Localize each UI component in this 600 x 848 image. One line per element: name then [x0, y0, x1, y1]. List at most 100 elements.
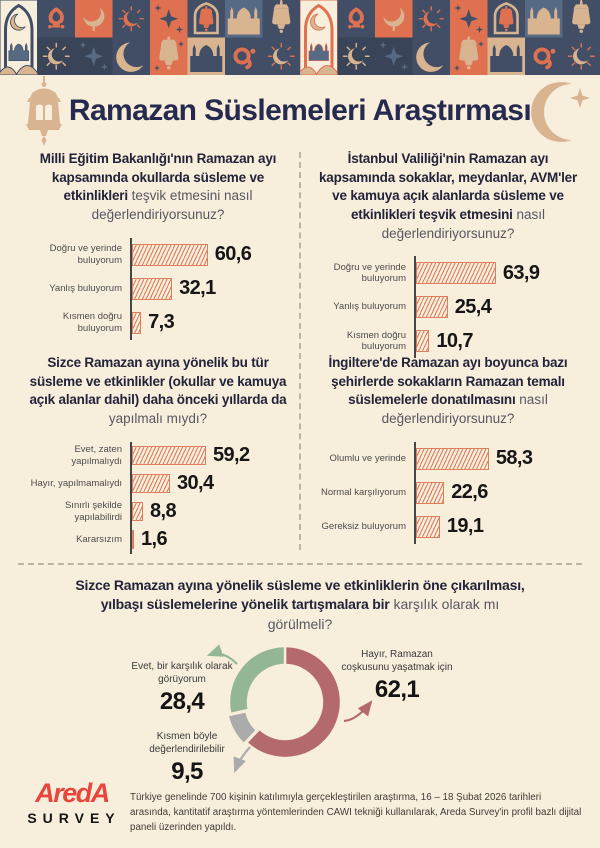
- question-bold: Sizce Ramazan ayına yönelik bu tür süsle…: [29, 355, 287, 408]
- bar-category-label: Hayır, yapılmamalıydı: [30, 477, 122, 489]
- bar-area: 60,6: [130, 237, 290, 272]
- bar-area: 1,6: [130, 525, 290, 554]
- bar-chart: Olumlu ve yerinde 58,3 Normal karşılıyorum…: [310, 441, 586, 544]
- donut-question: Sizce Ramazan ayına yönelik süsleme ve e…: [70, 576, 530, 634]
- question-regular: nasıl değerlendiriyorsunuz?: [381, 206, 546, 241]
- bar: [132, 311, 142, 334]
- bar-category-label: Gereksiz buluyorum: [321, 520, 406, 532]
- donut-label-no: Hayır, Ramazan coşkusunu yaşatmak için 6…: [338, 648, 456, 704]
- bar-area: 19,1: [414, 509, 586, 544]
- donut-chart: [195, 628, 395, 798]
- bar-value: 59,2: [213, 444, 250, 466]
- bar-chart: Doğru ve yerinde buluyorum 63,9 Yanlış bul…: [310, 256, 586, 359]
- bar-area: 63,9: [414, 256, 586, 291]
- bar-row: Olumlu ve yerinde 58,3: [310, 441, 586, 476]
- donut-label-yes: Evet, bir karşılık olarak görüyorum 28,4: [126, 660, 238, 716]
- bar-row: Sınırlı şekilde yapılabilirdi 8,8: [26, 497, 290, 526]
- bar-row: Yanlış buluyorum 32,1: [26, 271, 290, 306]
- question-regular: yapılmalı mıydı?: [108, 410, 208, 426]
- bar: [132, 277, 173, 300]
- bar-category-label: Yanlış buluyorum: [49, 282, 122, 294]
- donut-slice: [227, 644, 287, 716]
- question-bold: Milli Eğitim Bakanlığı'nın Ramazan ayı k…: [39, 151, 277, 204]
- bar: [416, 481, 445, 504]
- donut-arrow-icons: [206, 644, 373, 774]
- bar-value: 30,4: [177, 472, 214, 494]
- bar-chart: Evet, zaten yapılmalıydı 59,2 Hayır, yapıl…: [26, 441, 290, 554]
- bar: [416, 330, 430, 353]
- donut-slice-label: Evet, bir karşılık olarak görüyorum: [131, 661, 233, 685]
- bar-chart: Doğru ve yerinde buluyorum 60,6 Yanlış bul…: [26, 237, 290, 340]
- bar: [132, 446, 206, 465]
- bar-category-label: Olumlu ve yerinde: [329, 452, 406, 464]
- bar-row: Normal karşılıyorum 22,6: [310, 475, 586, 510]
- bar-value: 1,6: [141, 528, 168, 550]
- bar-row: Doğru ve yerinde buluyorum 60,6: [26, 237, 290, 272]
- chart-question: Milli Eğitim Bakanlığı'nın Ramazan ayı k…: [26, 150, 290, 225]
- chart-question: Sizce Ramazan ayına yönelik bu tür süsle…: [26, 354, 290, 429]
- bar-area: 59,2: [130, 441, 290, 470]
- bar-category-label: Kararsızım: [76, 533, 122, 545]
- bar-row: Yanlış buluyorum 25,4: [310, 290, 586, 325]
- bar-area: 22,6: [414, 475, 586, 510]
- bar-category-label: Evet, zaten yapılmalıydı: [71, 444, 122, 467]
- bar-value: 32,1: [179, 277, 216, 299]
- bar: [132, 502, 143, 521]
- areda-survey-logo: AredA SURVEY: [20, 778, 124, 827]
- bar: [132, 474, 170, 493]
- bar-category-label: Yanlış buluyorum: [333, 301, 406, 313]
- bar-category-label: Doğru ve yerinde buluyorum: [333, 261, 406, 285]
- bar-value: 19,1: [446, 515, 484, 537]
- horizontal-dashed-divider: [18, 563, 582, 565]
- vertical-dashed-divider: [299, 152, 301, 550]
- bar: [416, 262, 496, 285]
- question-regular: teşvik etmesini nasıl değerlendiriyorsun…: [91, 188, 253, 222]
- question-bold: İstanbul Valiliği'nin Ramazan ayı kapsam…: [318, 151, 578, 222]
- survey-chart-panel-1: Milli Eğitim Bakanlığı'nın Ramazan ayı k…: [26, 150, 290, 340]
- survey-chart-panel-3: Sizce Ramazan ayına yönelik bu tür süsle…: [26, 354, 290, 554]
- bar: [132, 530, 134, 549]
- bar-category-label: Kısmen doğru buluyorum: [346, 329, 406, 353]
- bar-area: 8,8: [130, 497, 290, 526]
- bar-row: Evet, zaten yapılmalıydı 59,2: [26, 441, 290, 470]
- bar-value: 60,6: [214, 243, 252, 265]
- bar-value: 10,7: [436, 329, 473, 352]
- donut-label-partial: Kısmen böyle değerlendirilebilir 9,5: [133, 730, 241, 786]
- crescent-star-icon: [528, 82, 594, 149]
- ramadan-tile-pattern: [0, 0, 600, 75]
- bar: [416, 447, 489, 470]
- donut-slice-label: Hayır, Ramazan coşkusunu yaşatmak için: [341, 649, 453, 673]
- bar-area: 30,4: [130, 469, 290, 498]
- bar-category-label: Doğru ve yerinde buluyorum: [49, 243, 122, 266]
- logo-wordmark: AredA: [35, 778, 110, 808]
- question-bold: Sizce Ramazan ayına yönelik süsleme ve e…: [75, 577, 525, 613]
- bar-category-label: Normal karşılıyorum: [321, 486, 406, 498]
- fanous-lantern-icon: [16, 76, 72, 151]
- bar-value: 22,6: [451, 481, 488, 503]
- bar-row: Doğru ve yerinde buluyorum 63,9: [310, 256, 586, 291]
- bar-area: 10,7: [414, 324, 586, 359]
- bar: [416, 515, 440, 538]
- chart-question: İstanbul Valiliği'nin Ramazan ayı kapsam…: [310, 150, 586, 243]
- survey-chart-panel-2: İstanbul Valiliği'nin Ramazan ayı kapsam…: [310, 150, 586, 359]
- donut-slice-label: Kısmen böyle değerlendirilebilir: [149, 731, 225, 755]
- bar-value: 7,3: [148, 311, 175, 333]
- bar-value: 58,3: [495, 447, 533, 469]
- bar: [416, 296, 448, 319]
- methodology-note: Türkiye genelinde 700 kişinin katılımıyl…: [130, 792, 582, 834]
- bar-row: Gereksiz buluyorum 19,1: [310, 509, 586, 544]
- question-regular: karşılık olarak mı görülmeli?: [267, 596, 500, 632]
- page-title: Ramazan Süslemeleri Araştırması: [68, 94, 532, 127]
- question-bold: İngiltere'de Ramazan ayı boyunca bazı şe…: [328, 355, 568, 408]
- donut-slice: [244, 644, 343, 760]
- bar-value: 8,8: [150, 500, 177, 522]
- donut-slice-value: 62,1: [374, 676, 420, 703]
- donut-slice-value: 9,5: [171, 758, 203, 785]
- bar-category-label: Kısmen doğru buluyorum: [62, 311, 122, 334]
- bar-area: 25,4: [414, 290, 586, 325]
- donut-slice-value: 28,4: [159, 688, 205, 715]
- survey-chart-panel-4: İngiltere'de Ramazan ayı boyunca bazı şe…: [310, 354, 586, 544]
- logo-subtitle: SURVEY: [27, 810, 121, 826]
- bar-value: 25,4: [454, 295, 492, 318]
